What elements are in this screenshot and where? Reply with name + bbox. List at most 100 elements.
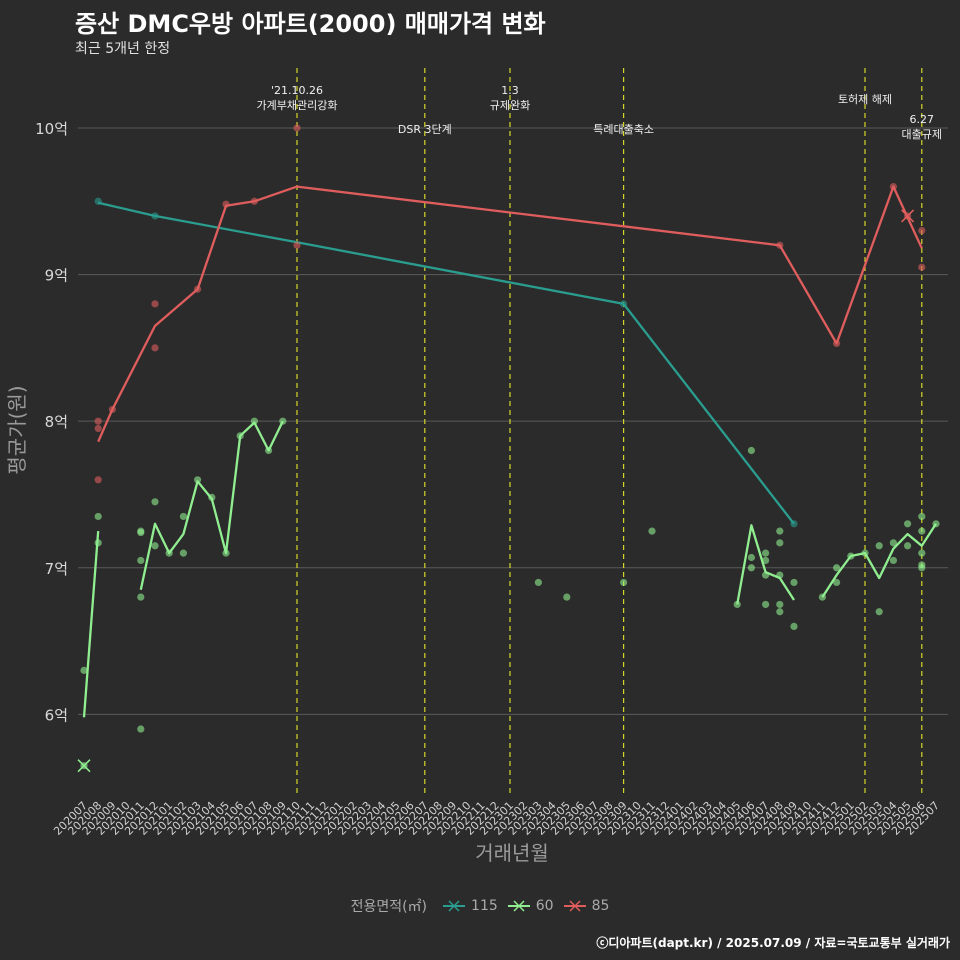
- data-point-60: [776, 608, 784, 616]
- data-point-60: [747, 564, 756, 572]
- data-point-60: [918, 512, 926, 521]
- data-point-60: [790, 622, 798, 631]
- data-point-60: [250, 417, 258, 425]
- data-point-85: [776, 241, 784, 249]
- cancel-stroke: [77, 759, 91, 773]
- legend-title: 전용면적(㎡): [350, 899, 428, 915]
- legend-swatch-115: [443, 900, 466, 912]
- data-point-60: [875, 542, 883, 550]
- data-point-60: [620, 578, 628, 587]
- data-point-115: [151, 212, 159, 220]
- event-label: 특례대출축소: [593, 123, 654, 136]
- event-label: '21.10.26 가계부채관리강화: [257, 84, 338, 112]
- data-point-60: [534, 578, 543, 587]
- series-line-115: [97, 201, 795, 525]
- series-line-60: [736, 524, 795, 605]
- legend-swatch-60: [507, 900, 530, 912]
- data-point-115: [620, 300, 628, 308]
- data-point-60: [94, 539, 102, 547]
- data-point-60: [80, 666, 88, 674]
- data-point-60: [776, 600, 784, 609]
- data-point-60: [265, 446, 273, 455]
- data-point-60: [790, 578, 798, 587]
- data-point-60: [279, 417, 287, 425]
- source-caption: ⓒ디아파트(dapt.kr) / 2025.07.09 / 자료=국토교통부 실…: [596, 936, 950, 950]
- data-point-60: [776, 527, 784, 535]
- data-point-60: [563, 593, 571, 601]
- cancelled-marker-60: [77, 759, 91, 773]
- event-label: 토허제 해제: [838, 92, 892, 106]
- legend: 전용면적(㎡) 115 60 85: [0, 896, 960, 916]
- data-point-60: [137, 528, 145, 537]
- data-point-60: [208, 493, 216, 502]
- data-point-60: [904, 520, 912, 528]
- y-tick-label: 10억: [35, 120, 68, 138]
- data-point-60: [833, 564, 841, 572]
- event-label: 1.3 규제완화: [490, 84, 530, 112]
- data-point-60: [137, 593, 145, 601]
- y-tick-label: 9억: [45, 267, 68, 285]
- data-point-60: [904, 542, 912, 550]
- y-tick-label: 7억: [45, 560, 68, 578]
- data-point-60: [137, 556, 145, 565]
- x-axis-label: 거래년월: [475, 841, 549, 865]
- data-point-60: [194, 476, 202, 484]
- y-tick-label: 8억: [45, 413, 68, 431]
- series-line-60: [82, 531, 100, 718]
- data-point-60: [179, 549, 187, 557]
- data-point-60: [776, 571, 784, 579]
- cancel-stroke: [901, 209, 915, 223]
- event-label: DSR 3단계: [398, 123, 452, 136]
- y-axis-label: 평균가(원): [5, 385, 29, 474]
- data-point-85: [94, 476, 102, 484]
- axis-layer: 6억7억8억9억10억20200720200820200920201020201…: [35, 120, 942, 838]
- data-point-60: [918, 549, 926, 557]
- series-line-60: [821, 523, 937, 598]
- data-point-85: [293, 241, 301, 249]
- legend-item-115: 115: [443, 898, 498, 914]
- data-point-85: [250, 197, 258, 205]
- legend-item-85: 85: [563, 898, 609, 914]
- data-point-60: [165, 549, 173, 557]
- data-point-60: [94, 512, 102, 521]
- data-point-60: [818, 593, 827, 601]
- legend-label-115: 115: [471, 898, 498, 914]
- data-point-60: [747, 553, 756, 562]
- data-point-60: [137, 725, 145, 733]
- data-point-60: [875, 608, 883, 616]
- data-point-60: [236, 432, 244, 440]
- data-point-60: [861, 549, 869, 557]
- data-point-60: [847, 552, 855, 560]
- grid-layer: [78, 127, 948, 715]
- data-point-85: [94, 424, 102, 433]
- data-point-85: [833, 339, 841, 348]
- data-point-60: [776, 539, 784, 547]
- data-point-85: [194, 285, 202, 293]
- data-point-60: [918, 561, 926, 569]
- legend-label-60: 60: [535, 898, 554, 914]
- data-point-60: [889, 556, 898, 565]
- data-point-60: [747, 446, 756, 455]
- data-point-60: [762, 556, 770, 565]
- chart-title: 증산 DMC우방 아파트(2000) 매매가격 변화: [75, 10, 546, 38]
- data-point-60: [179, 512, 187, 521]
- data-point-85: [293, 124, 301, 132]
- data-point-85: [94, 417, 102, 425]
- data-point-60: [151, 498, 159, 506]
- data-point-60: [889, 539, 898, 547]
- data-point-60: [762, 600, 770, 609]
- data-point-60: [733, 600, 741, 609]
- legend-swatch-85: [563, 900, 586, 912]
- data-point-85: [918, 263, 926, 271]
- data-point-115: [94, 197, 102, 205]
- data-point-115: [790, 520, 798, 528]
- data-point-85: [151, 300, 159, 308]
- data-point-60: [762, 571, 770, 579]
- data-point-60: [932, 520, 940, 528]
- y-tick-label: 6억: [45, 706, 68, 724]
- event-label: 6.27 대출규제: [902, 113, 942, 141]
- data-point-60: [222, 549, 230, 557]
- legend-item-60: 60: [507, 898, 554, 914]
